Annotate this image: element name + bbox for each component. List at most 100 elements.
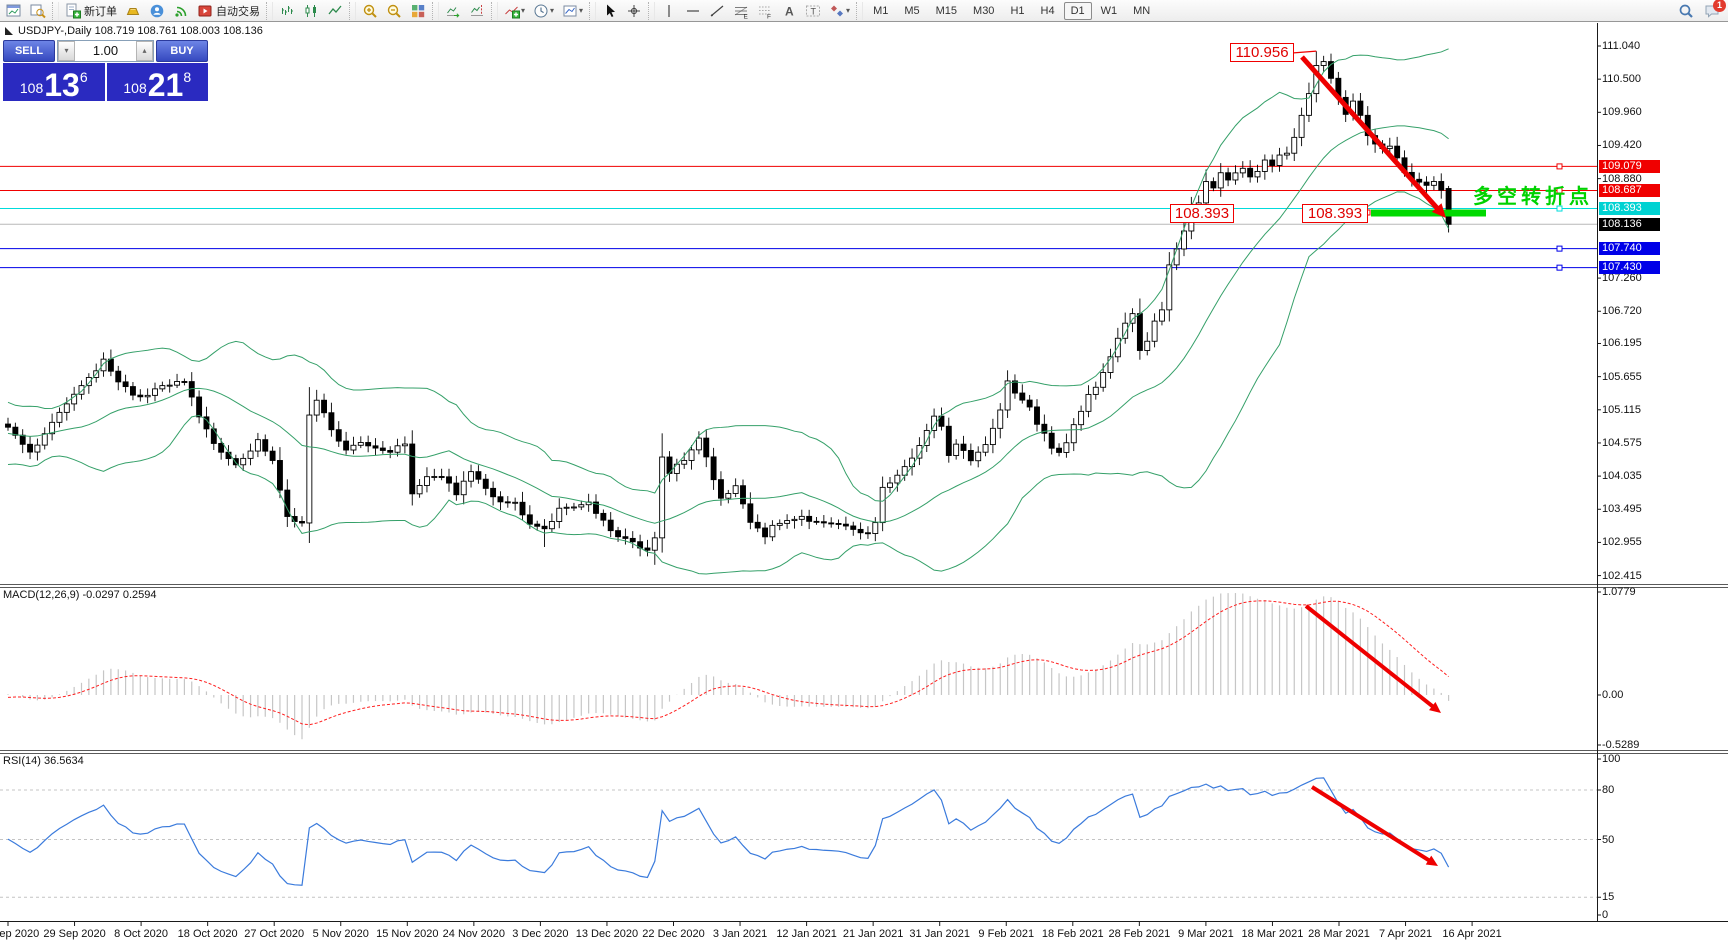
buy-button[interactable]: BUY [156, 40, 208, 62]
price-tick-label: 104.035 [1602, 470, 1642, 483]
pivot-note-text[interactable]: 多空转折点 [1473, 186, 1593, 208]
new-chart-button[interactable] [2, 0, 26, 22]
candles-chart-icon [303, 3, 319, 19]
line-chart-button[interactable] [323, 0, 347, 22]
date-tick-label: 15 Nov 2020 [376, 928, 439, 940]
rsi-axis-label: 0 [1602, 909, 1609, 921]
macd-axis-label: 1.0779 [1602, 586, 1636, 598]
support-price-label-2[interactable]: 108.393 [1302, 204, 1368, 223]
price-badge: 107.430 [1599, 261, 1660, 275]
gold-bar-button[interactable] [121, 0, 145, 22]
price-badge: 107.740 [1599, 242, 1660, 256]
date-tick-label: 31 Jan 2021 [909, 928, 970, 940]
fibo-grid-button[interactable]: F [753, 0, 777, 22]
price-tick-label: 104.575 [1602, 436, 1642, 449]
vline-button[interactable] [657, 0, 681, 22]
shapes-icon [829, 3, 845, 19]
rsi-axis-label: 50 [1602, 833, 1615, 846]
text-a-button[interactable]: A [777, 0, 801, 22]
peak-price-label[interactable]: 110.956 [1230, 43, 1294, 62]
rsi-axis-label: 15 [1602, 891, 1615, 904]
date-tick-label: 7 Apr 2021 [1378, 928, 1433, 940]
timeframe-button-h4[interactable]: H4 [1040, 4, 1055, 17]
tile-windows-button[interactable] [406, 0, 430, 22]
fibo-grid-icon: F [757, 3, 773, 19]
crosshair-button[interactable] [622, 0, 646, 22]
trendline-button[interactable] [705, 0, 729, 22]
cursor-button[interactable] [598, 0, 622, 22]
community-button[interactable] [145, 0, 169, 22]
support-price-label-1[interactable]: 108.393 [1170, 204, 1234, 223]
date-tick-label: 18 Oct 2020 [177, 928, 238, 940]
templates-button[interactable]: ▾ [558, 0, 587, 22]
date-tick-label: 8 Oct 2020 [114, 928, 169, 940]
toolbar-separator [52, 1, 59, 20]
zoom-out-button[interactable] [382, 0, 406, 22]
price-tick-label: 110.500 [1602, 73, 1641, 86]
price-badge: 109.079 [1599, 159, 1660, 173]
indicators-add-dropdown-icon[interactable]: ▾ [521, 6, 526, 15]
lot-size-field[interactable]: ▾ 1.00 ▴ [57, 40, 154, 62]
date-tick-label: 12 Jan 2021 [776, 928, 837, 940]
date-tick-label: 3 Jan 2021 [712, 928, 768, 940]
lot-value[interactable]: 1.00 [92, 43, 119, 58]
shapes-button[interactable]: ▾ [825, 0, 854, 22]
indicators-add-icon [504, 3, 520, 19]
price-tick-label: 109.420 [1602, 139, 1642, 152]
timeframe-button-m5[interactable]: M5 [904, 4, 920, 17]
timeframe-button-m30[interactable]: M30 [973, 4, 995, 17]
lot-decrease-button[interactable]: ▾ [58, 41, 75, 61]
zoom-in-button[interactable] [358, 0, 382, 22]
price-tick-label: 106.720 [1602, 305, 1642, 318]
profiles-button[interactable] [26, 0, 50, 22]
sell-price-display[interactable]: 108 13 6 [3, 63, 105, 101]
signals-button[interactable] [169, 0, 193, 22]
lot-increase-button[interactable]: ▴ [136, 41, 153, 61]
sell-button[interactable]: SELL [3, 40, 55, 62]
fibo-icon: E [733, 3, 749, 19]
svg-text:E: E [744, 13, 749, 19]
signals-icon [173, 3, 189, 19]
hline-button[interactable] [681, 0, 705, 22]
zoom-out-icon [386, 3, 402, 19]
timeframe-button-m1[interactable]: M1 [873, 4, 889, 17]
text-a-icon: A [781, 3, 797, 19]
fibo-button[interactable]: E [729, 0, 753, 22]
autotrade-button[interactable]: 自动交易 [193, 0, 264, 22]
text-label-button[interactable]: T [801, 0, 825, 22]
periods-button[interactable]: ▾ [529, 0, 558, 22]
tile-windows-icon [410, 3, 426, 19]
main-toolbar: 新订单 自动交易 ▾ ▾ ▾ E F A T ▾ M1 M5 M15 M30 H1 H4 D1 W1 MN 1 [0, 0, 1728, 22]
shapes-dropdown-icon[interactable]: ▾ [846, 6, 851, 15]
candles-chart-button[interactable] [299, 0, 323, 22]
toolbar-separator [856, 1, 864, 20]
bars-chart-button[interactable] [275, 0, 299, 22]
buy-price-int: 108 [123, 80, 147, 96]
date-tick-label: 16 Apr 2021 [1442, 928, 1502, 940]
price-badge: 108.687 [1599, 183, 1660, 197]
search-icon[interactable] [1678, 3, 1694, 19]
timeframe-button-w1[interactable]: W1 [1100, 4, 1118, 17]
price-tick-label: 103.495 [1602, 503, 1642, 516]
periods-dropdown-icon[interactable]: ▾ [550, 6, 555, 15]
indicators-add-button[interactable]: ▾ [500, 0, 529, 22]
new-order-button[interactable]: 新订单 [61, 0, 121, 22]
macd-label: MACD(12,26,9) -0.0297 0.2594 [3, 589, 157, 601]
sell-price-int: 108 [19, 80, 44, 96]
new-chart-icon [6, 3, 22, 19]
chart-object-icon [5, 27, 13, 35]
buy-price-display[interactable]: 108 21 8 [106, 63, 208, 101]
macd-axis-label: -0.5289 [1602, 739, 1640, 751]
timeframe-button-m15[interactable]: M15 [935, 4, 958, 17]
auto-scroll-button[interactable] [441, 0, 465, 22]
chat-icon[interactable]: 1 [1704, 0, 1726, 19]
autotrade-icon [197, 3, 213, 19]
chart-shift-button[interactable] [465, 0, 489, 22]
templates-dropdown-icon[interactable]: ▾ [579, 6, 584, 15]
timeframe-button-d1[interactable]: D1 [1063, 1, 1092, 20]
community-icon [149, 3, 165, 19]
timeframe-button-mn[interactable]: MN [1133, 4, 1151, 17]
timeframe-button-h1[interactable]: H1 [1010, 4, 1025, 17]
chart-shift-icon [469, 3, 485, 19]
